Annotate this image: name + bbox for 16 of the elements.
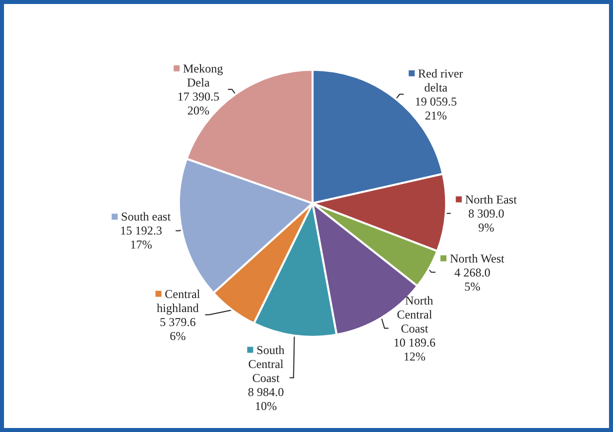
legend-label: Mekong Dela (182, 61, 223, 90)
data-label: 8 984.0 10% (248, 384, 284, 413)
data-label: 15 192.3 17% (120, 224, 162, 252)
data-label: 19 059.5 21% (414, 94, 457, 122)
legend-label: North West (450, 251, 506, 266)
legend-label: North East (465, 192, 518, 206)
data-label: 10 189.6 12% (394, 335, 436, 364)
data-label: 17 390.5 20% (177, 89, 220, 118)
data-label: 5 379.6 6% (160, 314, 196, 343)
legend-label: South Central Coast (248, 342, 285, 385)
legend-label: North Central Coast (396, 293, 434, 336)
legend-label: Central highland (156, 286, 201, 315)
data-label: 4 268.0 5% (454, 265, 490, 294)
legend-label: Red river delta (418, 66, 464, 94)
data-label: 8 309.0 9% (468, 206, 504, 234)
legend-label: South east (121, 210, 172, 224)
